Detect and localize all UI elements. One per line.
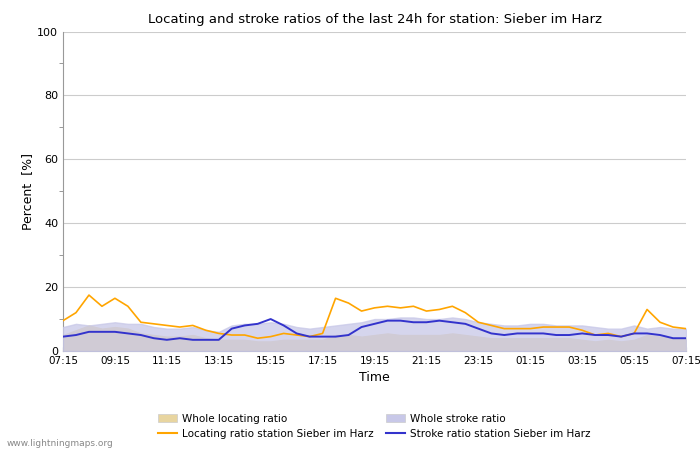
Title: Locating and stroke ratios of the last 24h for station: Sieber im Harz: Locating and stroke ratios of the last 2…: [148, 13, 601, 26]
Text: www.lightningmaps.org: www.lightningmaps.org: [7, 438, 113, 447]
Y-axis label: Percent  [%]: Percent [%]: [22, 153, 34, 230]
X-axis label: Time: Time: [359, 371, 390, 384]
Legend: Whole locating ratio, Locating ratio station Sieber im Harz, Whole stroke ratio,: Whole locating ratio, Locating ratio sta…: [158, 414, 591, 439]
